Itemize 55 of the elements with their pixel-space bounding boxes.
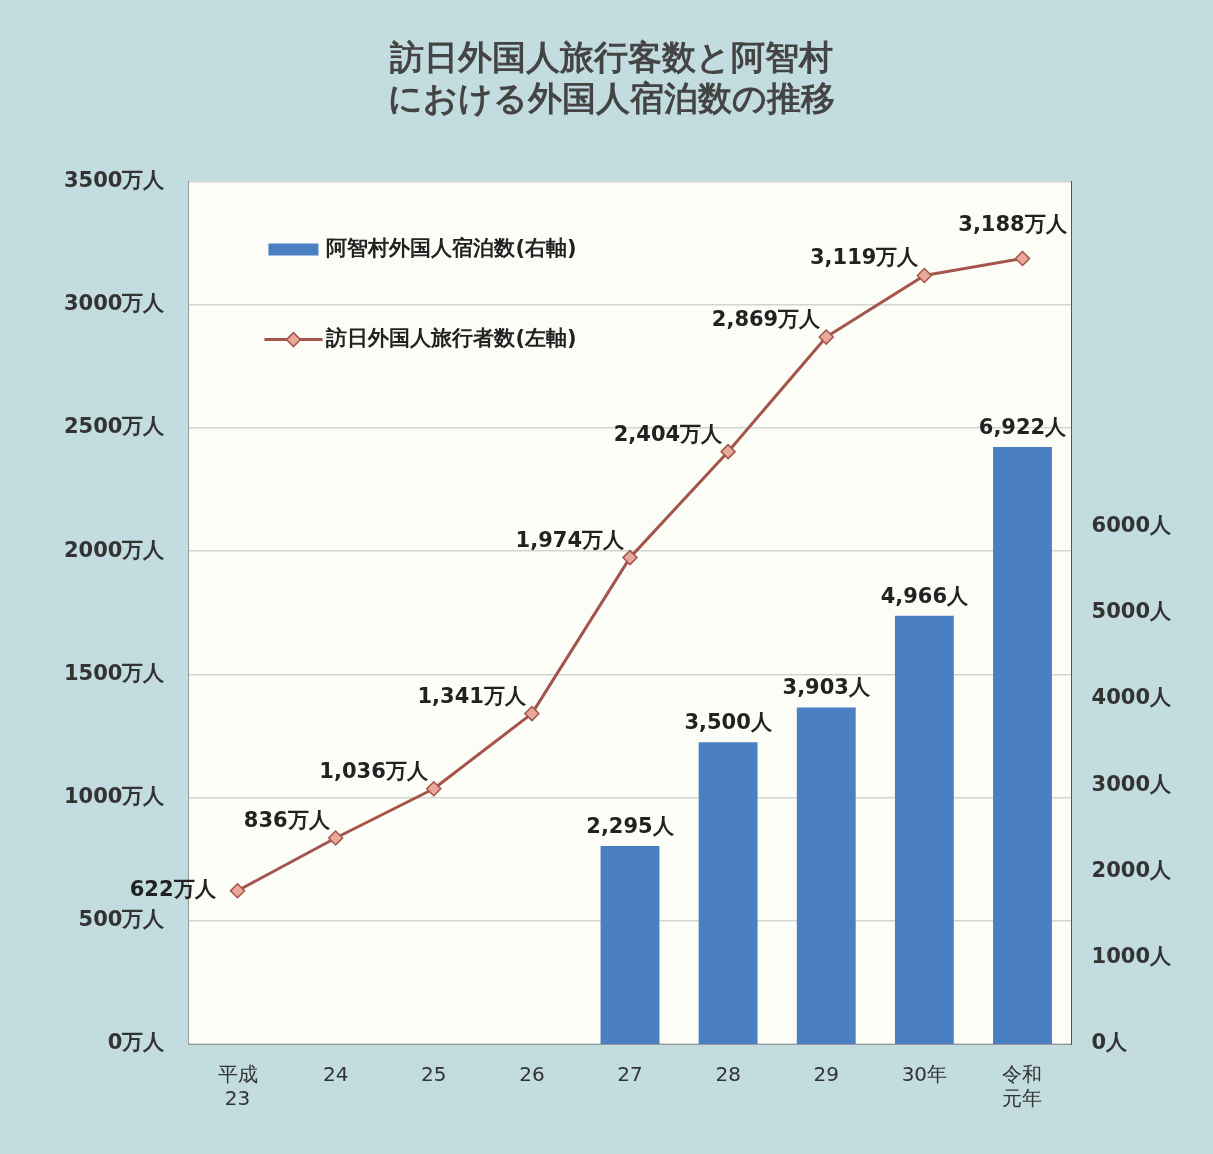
y2-tick-label: 6000人 (1091, 513, 1172, 538)
data-label: 2,869万人 (711, 307, 822, 332)
x-tick-label: 26 (519, 1062, 545, 1087)
x-tick-label: 29 (813, 1062, 839, 1087)
data-label: 1,341万人 (417, 683, 527, 708)
y-tick-label: 2500万人 (63, 414, 166, 439)
legend-label: 訪日外国人旅行者数(左軸) (325, 326, 577, 351)
point (229, 882, 246, 899)
point (426, 780, 442, 797)
y2-tick-label: 1000人 (1091, 944, 1172, 969)
y-tick-label: 0万人 (107, 1030, 166, 1055)
y-tick-label: 2000万人 (63, 537, 166, 562)
data-label: 1,974万人 (515, 527, 625, 552)
x-tick-label: 24 (322, 1062, 349, 1087)
legend-label: 阿智村外国人宿泊数(右軸) (326, 236, 577, 261)
point (622, 549, 638, 566)
point (818, 329, 834, 345)
point (524, 705, 540, 722)
chart-title: 訪日外国人旅行客数と阿智村における外国人宿泊数の推移 (388, 37, 835, 119)
data-label: 2,404万人 (613, 421, 724, 446)
point (327, 830, 344, 846)
y-tick-label: 1000万人 (63, 784, 166, 809)
data-label: 622万人 (129, 877, 217, 902)
data-label: 2,295人 (586, 814, 675, 839)
point (720, 443, 736, 460)
y2-tick-label: 5000人 (1091, 599, 1172, 624)
y2-tick-label: 0人 (1091, 1030, 1129, 1055)
x-tick-label: 27 (617, 1062, 643, 1087)
data-label: 6,922人 (978, 415, 1068, 439)
data-label: 3,188万人 (958, 212, 1068, 237)
x-tick-label: 28 (715, 1062, 741, 1087)
y-tick-label: 1500万人 (63, 660, 166, 685)
data-label: 4,966人 (880, 583, 970, 608)
data-label: 1,036万人 (319, 758, 429, 783)
y-tick-label: 500万人 (78, 907, 166, 932)
y2-tick-label: 3000人 (1091, 771, 1172, 796)
y-tick-label: 3500万人 (63, 168, 166, 193)
x-tick-label: 平成23 (217, 1062, 258, 1111)
bar (698, 742, 758, 1044)
y2-tick-label: 4000人 (1091, 685, 1172, 710)
y2-tick-label: 2000人 (1091, 857, 1172, 882)
bar (894, 615, 954, 1044)
point (1014, 250, 1031, 267)
y-tick-label: 3000万人 (63, 291, 166, 316)
bar (993, 447, 1052, 1044)
data-label: 3,903人 (782, 675, 871, 700)
point (916, 267, 933, 284)
x-tick-label: 令和元年 (1002, 1062, 1043, 1111)
x-tick-label: 25 (421, 1062, 447, 1087)
x-tick-label: 30年 (901, 1062, 948, 1087)
bar (796, 707, 856, 1044)
data-label: 3,500人 (684, 710, 773, 735)
data-label: 3,119万人 (809, 245, 920, 270)
bar (600, 846, 660, 1044)
data-label: 836万人 (243, 807, 331, 832)
